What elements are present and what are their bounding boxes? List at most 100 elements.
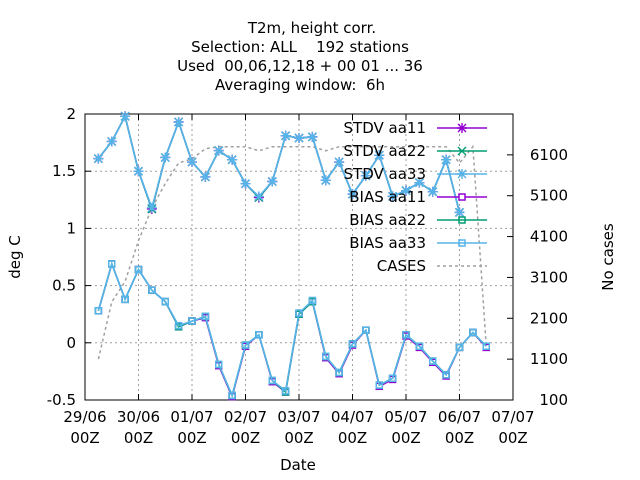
data-point <box>148 286 156 294</box>
x-tick-label: 00Z <box>284 429 313 447</box>
y-tick-label: 0.5 <box>52 277 76 295</box>
legend-label: BIAS aa11 <box>349 188 426 206</box>
series-line <box>97 261 487 398</box>
legend-entry: CASES <box>377 257 487 275</box>
x-tick-label: 00Z <box>177 429 206 447</box>
legend-label: CASES <box>377 257 426 275</box>
series-bias-aa11 <box>94 260 490 401</box>
x-tick-label: 01/07 <box>170 408 213 426</box>
legend-label: BIAS aa22 <box>349 211 426 229</box>
x-tick-label: 05/07 <box>384 408 427 426</box>
y2-tick-label: 1100 <box>530 350 568 368</box>
y2-tick-label: 5100 <box>530 187 568 205</box>
x-tick-label: 00Z <box>231 429 260 447</box>
axis-ticks: 29/06 00Z 30/06 00Z 01/07 00Z 02/07 00Z 03/07 00Z… <box>47 105 568 447</box>
data-point <box>469 328 477 337</box>
data-point <box>173 117 184 128</box>
data-point <box>348 340 357 348</box>
data-point <box>458 239 466 247</box>
data-point <box>401 185 411 196</box>
data-point <box>388 374 397 383</box>
y2-tick-label: 100 <box>539 391 568 409</box>
y2-tick-label: 3100 <box>530 268 568 286</box>
x-tick-label: 03/07 <box>277 408 320 426</box>
legend-label: STDV aa33 <box>344 165 426 183</box>
data-point <box>482 342 490 350</box>
data-point <box>160 152 171 163</box>
data-point <box>227 154 238 165</box>
data-point <box>215 360 223 369</box>
chart-title-line-4: Averaging window: 6h <box>215 76 385 94</box>
data-point <box>375 381 383 389</box>
legend-entry: STDV aa11 <box>344 119 487 137</box>
series-bias-aa22 <box>94 260 490 400</box>
data-point <box>458 216 466 224</box>
y-tick-label: 1 <box>66 219 76 237</box>
series-line <box>97 114 461 213</box>
data-point <box>414 177 425 188</box>
series-layer <box>93 111 490 401</box>
data-point <box>255 331 263 339</box>
data-point <box>427 186 438 197</box>
data-point <box>458 193 466 201</box>
data-point <box>454 207 465 218</box>
y-tick-label: -0.5 <box>47 391 76 409</box>
x-tick-label: 00Z <box>124 429 153 447</box>
legend-entry: BIAS aa33 <box>349 234 487 252</box>
legend-entry: STDV aa33 <box>344 165 487 183</box>
x-axis-label: Date <box>280 456 316 474</box>
data-point <box>201 312 210 321</box>
data-point <box>334 157 345 168</box>
data-point <box>360 170 371 181</box>
data-point <box>308 296 317 305</box>
data-point <box>455 343 464 352</box>
data-point <box>387 191 398 202</box>
data-point <box>133 166 144 177</box>
y-tick-label: 2 <box>66 105 76 123</box>
y-tick-label: 1.5 <box>52 162 76 180</box>
data-point <box>241 341 250 349</box>
x-tick-label: 00Z <box>391 429 420 447</box>
chart-title-line-1: T2m, height corr. <box>247 19 376 37</box>
chart-title-line-2: Selection: ALL 192 stations <box>191 38 409 56</box>
x-tick-label: 06/07 <box>438 408 481 426</box>
legend-entry: STDV aa22 <box>344 142 487 160</box>
data-point <box>253 191 264 202</box>
data-point <box>188 317 196 325</box>
data-point <box>120 111 131 122</box>
data-point <box>213 145 224 156</box>
data-point <box>442 371 450 379</box>
x-tick-label: 00Z <box>70 429 99 447</box>
data-point <box>134 265 143 274</box>
data-point <box>200 171 211 182</box>
data-point <box>322 352 330 361</box>
data-point <box>335 368 343 377</box>
data-point <box>307 131 318 142</box>
x-tick-label: 07/07 <box>491 408 534 426</box>
legend: STDV aa11 STDV aa22 STDV aa33 BIAS aa11 BIAS… <box>344 119 487 275</box>
data-point <box>295 309 303 317</box>
data-point <box>121 295 129 304</box>
x-tick-label: 29/06 <box>63 408 106 426</box>
legend-label: STDV aa11 <box>344 119 426 137</box>
data-point <box>280 130 291 141</box>
data-point <box>240 178 251 189</box>
data-point <box>294 133 304 144</box>
x-tick-label: 30/06 <box>117 408 160 426</box>
data-point <box>457 169 467 179</box>
data-point <box>267 176 278 187</box>
legend-label: STDV aa22 <box>344 142 426 160</box>
data-point <box>94 307 103 315</box>
data-point <box>457 123 467 133</box>
data-point <box>362 326 370 334</box>
x-tick-label: 04/07 <box>331 408 374 426</box>
legend-label: BIAS aa33 <box>349 234 426 252</box>
data-point <box>347 189 358 200</box>
y2-tick-label: 2100 <box>530 309 568 327</box>
series-bias-aa33 <box>94 260 490 400</box>
y2-tick-label: 6100 <box>530 146 568 164</box>
data-point <box>268 376 276 385</box>
data-point <box>281 387 290 395</box>
x-tick-label: 00Z <box>445 429 474 447</box>
